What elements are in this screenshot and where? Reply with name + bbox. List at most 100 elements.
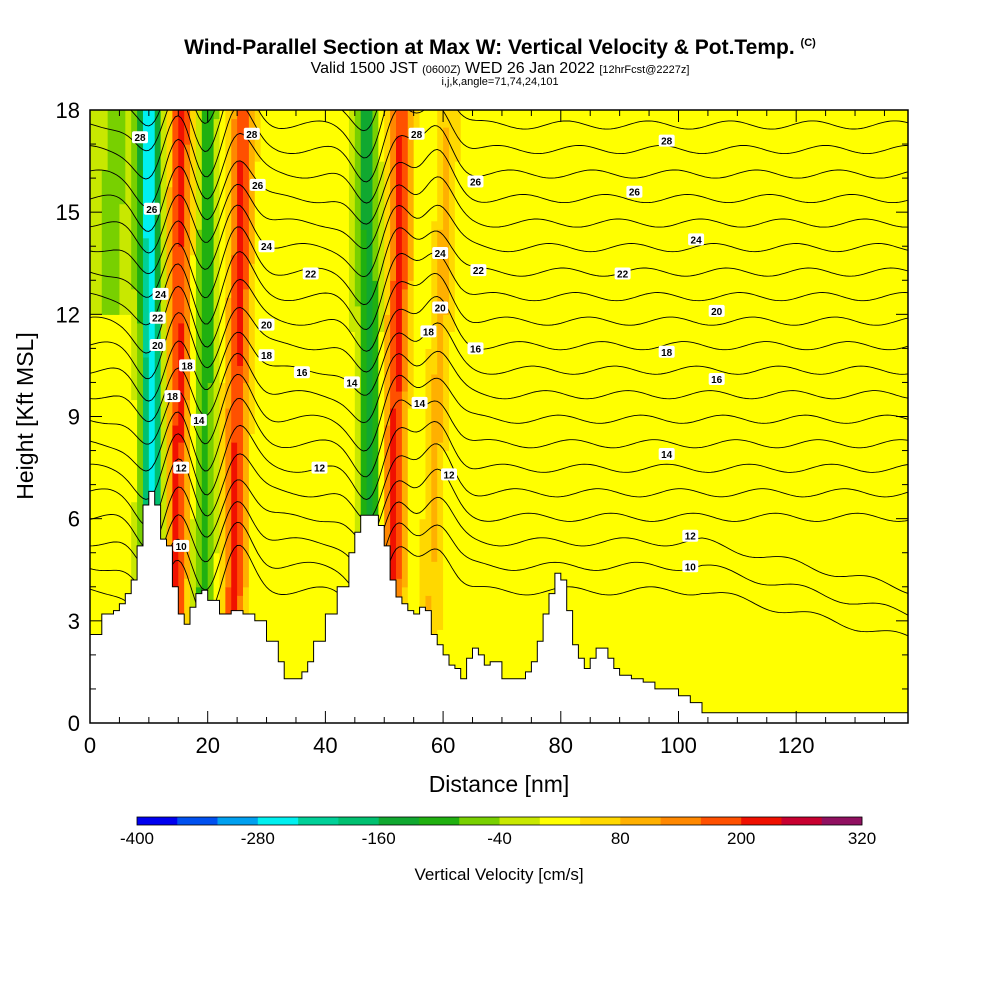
velocity-cell	[831, 110, 838, 723]
theta-label-bg	[658, 134, 675, 147]
theta-label-bg	[658, 345, 675, 358]
velocity-cell	[295, 110, 303, 723]
velocity-cell	[743, 110, 750, 723]
velocity-cell	[231, 118, 238, 256]
theta-label-bg	[149, 311, 166, 324]
chart-title: Wind-Parallel Section at Max W: Vertical…	[0, 36, 1000, 60]
theta-label-bg	[708, 304, 725, 317]
theta-label-bg	[293, 366, 310, 379]
velocity-cell	[366, 110, 374, 723]
chart-title-text: Wind-Parallel Section at Max W: Vertical…	[184, 36, 795, 59]
velocity-cell	[419, 518, 427, 682]
velocity-cell	[254, 161, 262, 723]
theta-contour	[90, 544, 908, 637]
theta-label-bg	[658, 448, 675, 460]
velocity-cell	[448, 110, 456, 332]
theta-label: 24	[155, 290, 167, 301]
theta-label: 22	[617, 270, 629, 281]
theta-label-bg	[470, 264, 487, 277]
theta-label-bg	[420, 325, 437, 338]
theta-label: 20	[711, 307, 723, 318]
velocity-cell	[119, 110, 126, 205]
colorbar-frame	[136, 816, 863, 826]
velocity-cell	[554, 110, 562, 723]
y-tick-label: 15	[56, 200, 80, 225]
velocity-cell	[637, 110, 644, 723]
velocity-cell	[549, 110, 556, 723]
colorbar-swatch	[137, 817, 178, 825]
velocity-cell	[443, 127, 450, 315]
theta-contour	[90, 521, 908, 616]
theta-label: 16	[711, 375, 723, 386]
theta-label-bg	[258, 240, 275, 253]
y-axis-label: Height [Kft MSL]	[12, 332, 38, 499]
velocity-cell	[825, 110, 833, 723]
theta-label-bg	[258, 349, 275, 362]
y-tick-label: 3	[68, 609, 80, 634]
velocity-cell	[360, 110, 368, 230]
velocity-cell	[519, 110, 527, 723]
terrain-surface	[90, 490, 908, 723]
colorbar-tick-label: -280	[241, 829, 275, 848]
colorbar-tick-label: -400	[120, 829, 154, 848]
theta-label: 28	[246, 130, 258, 141]
colorbar-swatch	[499, 817, 541, 825]
theta-label-bg	[164, 390, 181, 403]
velocity-cell	[219, 110, 226, 384]
theta-label: 18	[423, 327, 435, 338]
theta-label: 26	[146, 205, 158, 216]
theta-label: 20	[152, 341, 164, 352]
velocity-cell	[325, 110, 332, 723]
velocity-cell	[696, 110, 703, 723]
colorbar-swatch	[580, 817, 621, 825]
velocity-cell	[596, 110, 603, 723]
velocity-cell	[307, 110, 315, 723]
velocity-cell	[643, 110, 650, 723]
velocity-cell	[578, 110, 585, 723]
colorbar-tick-label: 80	[611, 829, 630, 848]
velocity-cell	[454, 110, 462, 162]
velocity-cell	[184, 399, 191, 579]
velocity-cell	[331, 110, 338, 723]
theta-label: 28	[661, 137, 673, 148]
velocity-cell	[142, 110, 150, 239]
velocity-cell	[237, 161, 244, 367]
theta-label-bg	[173, 461, 190, 474]
velocity-cell	[431, 220, 438, 375]
velocity-cell	[348, 331, 356, 723]
velocity-cell	[443, 450, 450, 723]
y-tick-label: 12	[56, 302, 80, 327]
theta-label: 22	[473, 266, 485, 277]
y-tick-label: 18	[56, 98, 80, 123]
velocity-cell	[248, 263, 256, 435]
velocity-cell	[190, 110, 197, 256]
velocity-cell	[178, 322, 185, 443]
velocity-cell	[137, 322, 144, 605]
theta-label: 26	[629, 188, 641, 199]
colorbar-tick-label: -160	[362, 829, 396, 848]
velocity-cell	[431, 373, 438, 562]
velocity-cell	[378, 110, 385, 162]
velocity-cell	[866, 110, 874, 723]
velocity-cell	[572, 110, 580, 723]
theta-label-bg	[149, 339, 166, 351]
theta-label: 24	[261, 242, 273, 253]
velocity-cell	[160, 110, 168, 630]
x-tick-label: 0	[84, 733, 96, 758]
velocity-cell	[802, 110, 809, 723]
velocity-cell	[390, 407, 397, 723]
velocity-cell	[413, 127, 421, 665]
velocity-cell	[531, 110, 538, 723]
velocity-cell	[125, 314, 132, 723]
theta-contour	[90, 125, 908, 208]
velocity-cell	[225, 110, 232, 298]
colorbar: -400 -280 -160 -40 80 200 320	[120, 816, 876, 848]
velocity-cell	[125, 110, 132, 315]
theta-labels: 10 12 14 18 18 20 22 24 26 28 28 26 24 22 20 18 16 14 12 28…	[132, 127, 725, 573]
velocity-cell	[560, 110, 568, 723]
velocity-cell	[313, 110, 321, 723]
chart-subtitle: Valid 1500 JST (0600Z) WED 26 Jan 2022 […	[0, 60, 1000, 78]
colorbar-swatch	[741, 817, 782, 825]
velocity-cell	[702, 110, 709, 723]
theta-label-bg	[143, 202, 160, 215]
